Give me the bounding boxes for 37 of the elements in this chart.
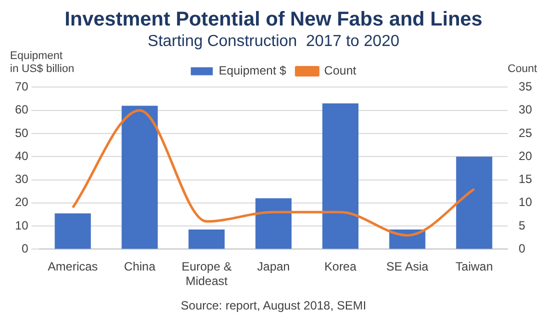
x-tick-label: China <box>124 260 156 274</box>
chart-subtitle: Starting Construction 2017 to 2020 <box>148 33 400 50</box>
source-note: Source: report, August 2018, SEMI <box>180 298 366 312</box>
x-tick-label: SE Asia <box>386 260 429 274</box>
y-tick-label: 50 <box>14 126 29 140</box>
y-tick-label: 60 <box>14 102 29 117</box>
y2-tick-label: 5 <box>518 218 526 232</box>
y2-tick-label: 30 <box>518 102 532 117</box>
y2-tick-label: 10 <box>518 195 532 210</box>
y-tick-label: 10 <box>14 218 29 232</box>
bar <box>188 230 225 249</box>
y-tick-label: 40 <box>14 148 29 163</box>
legend-label: Count <box>324 64 357 78</box>
x-tick-label: Taiwan <box>456 260 493 274</box>
y2-tick-label: 20 <box>518 148 532 163</box>
x-tick-label: Korea <box>324 260 357 274</box>
y2-axis-title: Count <box>508 63 537 76</box>
y-tick-label: 30 <box>14 172 29 186</box>
bar <box>255 198 292 249</box>
y2-tick-label: 25 <box>518 126 532 140</box>
bar <box>456 156 492 249</box>
y2-tick-label: 0 <box>518 242 526 256</box>
chart-title: Investment Potential of New Fabs and Lines <box>64 8 482 31</box>
y-axis-title: Equipment in US$ billion <box>10 50 74 76</box>
y2-tick-label: 15 <box>518 172 532 186</box>
x-tick-label: Americas <box>48 260 98 274</box>
y2-tick-label: 35 <box>518 80 532 94</box>
x-tick-label: Japan <box>257 260 290 274</box>
line-series <box>72 109 476 237</box>
y-tick-label: 0 <box>22 242 29 256</box>
bar <box>122 106 158 249</box>
bar <box>322 103 358 249</box>
x-tick-label: Europe & Mideast <box>182 260 232 288</box>
y-tick-label: 20 <box>14 195 29 210</box>
legend-label: Equipment $ <box>218 64 287 78</box>
bar <box>54 213 91 249</box>
y-tick-label: 70 <box>14 80 29 94</box>
